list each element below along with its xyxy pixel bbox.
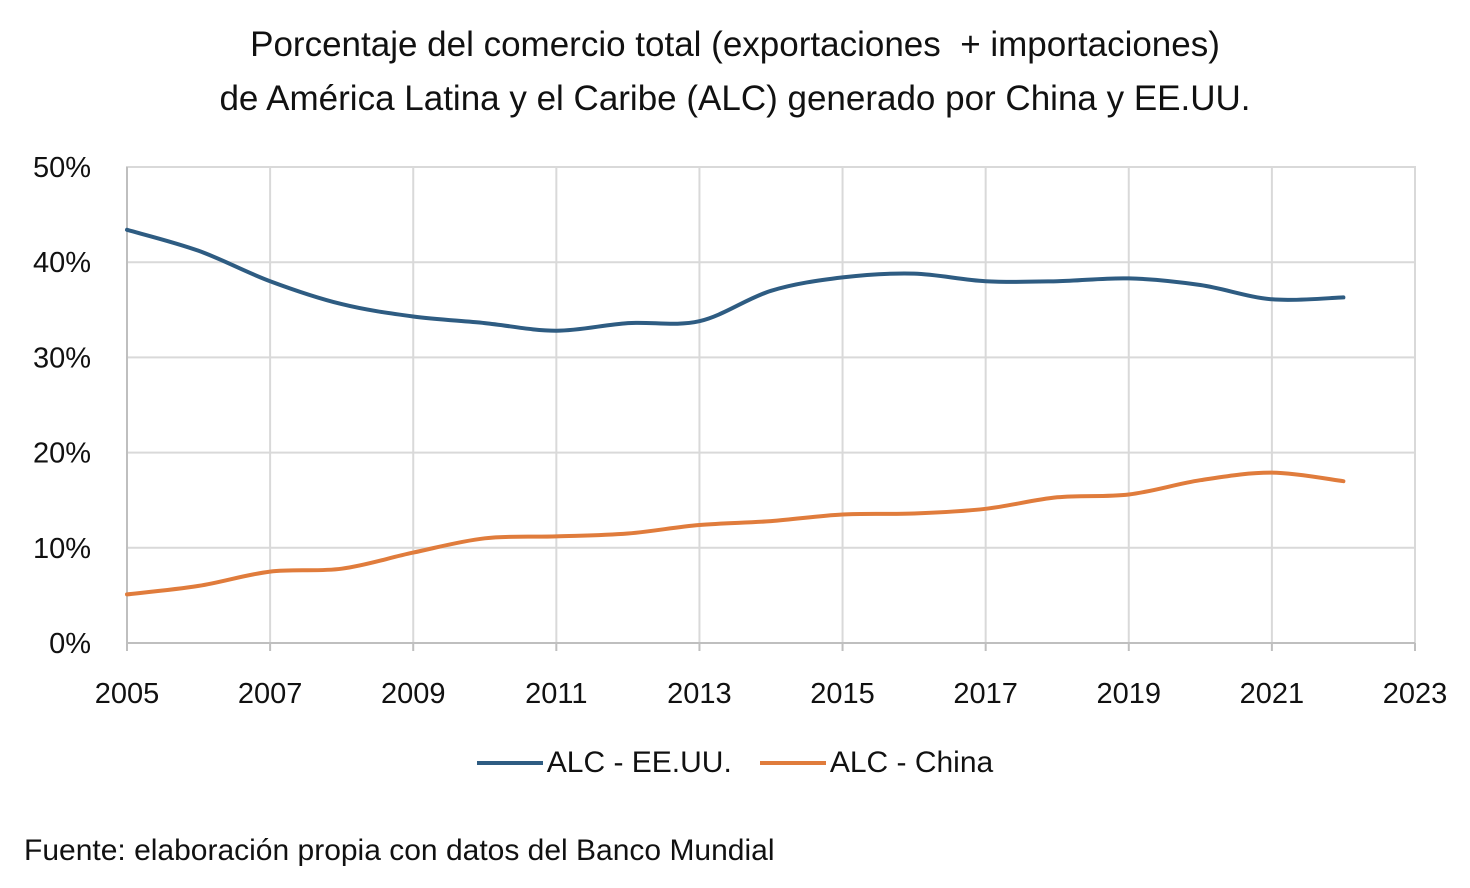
- legend-item-china: ALC - China: [759, 746, 994, 780]
- y-tick-label: 20%: [33, 438, 91, 470]
- x-tick-label: 2013: [667, 678, 732, 710]
- x-tick-label: 2017: [953, 678, 1018, 710]
- y-tick-label: 50%: [33, 152, 91, 184]
- x-tick-label: 2007: [238, 678, 303, 710]
- y-tick-label: 30%: [33, 342, 91, 374]
- x-tick-label: 2021: [1240, 678, 1305, 710]
- legend-label-us: ALC - EE.UU.: [546, 746, 732, 779]
- y-tick-label: 40%: [33, 247, 91, 279]
- chart-title: Porcentaje del comercio total (exportaci…: [0, 18, 1470, 126]
- legend: ALC - EE.UU. ALC - China: [0, 746, 1470, 780]
- x-tick-label: 2005: [95, 678, 160, 710]
- chart-title-line-1: Porcentaje del comercio total (exportaci…: [250, 25, 1220, 64]
- legend-swatch-us: [476, 761, 543, 765]
- legend-label-china: ALC - China: [829, 746, 994, 779]
- y-tick-label: 0%: [49, 628, 91, 660]
- legend-item-us: ALC - EE.UU.: [476, 746, 732, 780]
- source-note: Fuente: elaboración propia con datos del…: [24, 834, 775, 867]
- series-line-china: [125, 470, 1346, 597]
- legend-swatch-china: [759, 761, 826, 765]
- series-line-us: [125, 227, 1346, 333]
- x-tick-label: 2011: [525, 678, 587, 710]
- x-tick-label: 2015: [810, 678, 875, 710]
- x-tick-label: 2019: [1097, 678, 1162, 710]
- x-tick-label: 2023: [1383, 678, 1448, 710]
- chart-title-line-2: de América Latina y el Caribe (ALC) gene…: [219, 79, 1251, 118]
- x-tick-label: 2009: [381, 678, 446, 710]
- y-tick-label: 10%: [33, 533, 91, 565]
